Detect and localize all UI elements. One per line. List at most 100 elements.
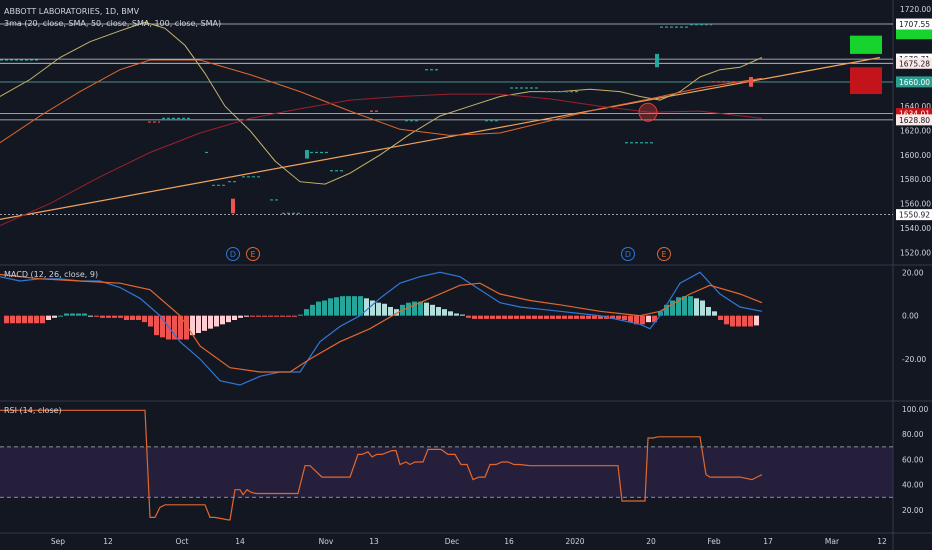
macd-bar bbox=[262, 315, 267, 317]
symbol-title[interactable]: ABBOTT LABORATORIES, 1D, BMV bbox=[4, 7, 140, 16]
ma-legend[interactable]: 3ma (20, close, SMA, 50, close, SMA, 100… bbox=[4, 19, 221, 28]
macd-bar bbox=[754, 315, 759, 326]
macd-bar bbox=[460, 314, 465, 316]
macd-bar bbox=[28, 315, 33, 324]
macd-bar bbox=[64, 313, 69, 316]
macd-tick: 0.00 bbox=[902, 312, 919, 321]
macd-bar bbox=[298, 314, 303, 316]
event-circle bbox=[621, 247, 635, 261]
price-tag[interactable] bbox=[896, 209, 932, 221]
macd-bar bbox=[448, 311, 453, 316]
macd-bar bbox=[550, 315, 555, 319]
macd-bar bbox=[670, 300, 675, 316]
price-tag[interactable] bbox=[896, 57, 932, 69]
macd-bar bbox=[208, 315, 213, 329]
macd-bar bbox=[112, 315, 117, 318]
price-tag-label: 1634.01 bbox=[899, 110, 930, 119]
event-label: D bbox=[230, 250, 236, 259]
event-marker[interactable]: E bbox=[657, 247, 671, 261]
macd-bar bbox=[388, 307, 393, 316]
event-marker[interactable]: E bbox=[246, 247, 260, 261]
macd-bar bbox=[724, 315, 729, 325]
green-box bbox=[850, 35, 882, 54]
time-tick: 12 bbox=[877, 537, 887, 546]
macd-bar bbox=[610, 315, 615, 319]
macd-bar bbox=[412, 301, 417, 316]
time-axis[interactable]: Sep 12 Oct 14 Nov 13 Dec 16 2020 20 Feb 17 Mar 12 bbox=[51, 537, 887, 546]
time-tick: 17 bbox=[763, 537, 773, 546]
highlight-circle bbox=[638, 102, 658, 122]
price-tag[interactable] bbox=[896, 18, 932, 30]
trendline-path[interactable] bbox=[0, 56, 881, 220]
macd-bar bbox=[682, 296, 687, 316]
macd-bar bbox=[22, 315, 27, 324]
price-tag-label: 1660.00 bbox=[899, 78, 930, 87]
macd-bar bbox=[94, 315, 99, 317]
macd-bar bbox=[640, 315, 645, 325]
time-tick: 12 bbox=[103, 537, 113, 546]
macd-bar bbox=[250, 315, 255, 317]
macd-bar bbox=[496, 315, 501, 319]
macd-bar bbox=[466, 315, 471, 318]
macd-bar bbox=[268, 315, 273, 317]
price-tick: 1720.00 bbox=[900, 5, 931, 14]
macd-bar bbox=[556, 315, 561, 319]
macd-bar bbox=[220, 315, 225, 325]
tag-bg bbox=[896, 28, 932, 40]
macd-bar bbox=[226, 315, 231, 323]
price-tag[interactable] bbox=[896, 114, 932, 126]
macd-bar bbox=[490, 315, 495, 319]
macd-bar bbox=[232, 315, 237, 320]
event-label: E bbox=[661, 250, 666, 259]
macd-bar bbox=[244, 315, 249, 317]
macd-bar bbox=[286, 315, 291, 317]
event-label: E bbox=[250, 250, 255, 259]
price-tick: 1620.00 bbox=[900, 127, 931, 136]
macd-bar bbox=[148, 315, 153, 327]
macd-bar bbox=[76, 313, 81, 316]
event-marker[interactable]: D bbox=[621, 247, 635, 261]
price-tag[interactable] bbox=[896, 108, 932, 120]
macd-bar bbox=[190, 315, 195, 336]
macd-bar bbox=[58, 315, 63, 317]
price-tag-label: 1628.80 bbox=[899, 116, 930, 125]
macd-bar bbox=[598, 315, 603, 319]
macd-bar bbox=[124, 315, 129, 320]
macd-legend[interactable]: MACD (12, 26, close, 9) bbox=[4, 270, 98, 279]
event-circle bbox=[246, 247, 260, 261]
macd-bar bbox=[748, 315, 753, 327]
trendline[interactable] bbox=[0, 56, 881, 220]
macd-bar bbox=[118, 315, 123, 318]
time-tick: 14 bbox=[235, 537, 245, 546]
price-tag[interactable] bbox=[896, 76, 932, 88]
macd-bar bbox=[562, 315, 567, 319]
macd-bar bbox=[478, 315, 483, 319]
macd-bar bbox=[322, 300, 327, 316]
macd-bar bbox=[484, 315, 489, 319]
time-tick: Feb bbox=[707, 537, 721, 546]
price-tick: 1540.00 bbox=[900, 224, 931, 233]
macd-bar bbox=[304, 309, 309, 316]
red-box bbox=[850, 67, 882, 95]
rsi-tick: 60.00 bbox=[902, 455, 924, 464]
macd-bar bbox=[136, 315, 141, 320]
time-tick: 20 bbox=[646, 537, 656, 546]
macd-bar bbox=[568, 315, 573, 319]
price-tick: 1520.00 bbox=[900, 248, 931, 257]
macd-bar bbox=[310, 304, 315, 316]
macd-bar bbox=[622, 315, 627, 320]
right-axis[interactable]: 1520.00 1540.00 1560.00 1580.00 1600.00 1620.… bbox=[896, 5, 932, 515]
macd-bar bbox=[370, 300, 375, 316]
macd-bar bbox=[16, 315, 21, 324]
macd-tick: -20.00 bbox=[902, 355, 926, 364]
rsi-legend[interactable]: RSI (14, close) bbox=[4, 406, 62, 415]
price-dashes bbox=[0, 24, 882, 214]
macd-bar bbox=[634, 315, 639, 325]
event-marker[interactable]: D bbox=[226, 247, 240, 261]
event-circle bbox=[657, 247, 671, 261]
macd-bar bbox=[316, 301, 321, 316]
event-circle bbox=[226, 247, 240, 261]
macd-bar bbox=[160, 315, 165, 338]
